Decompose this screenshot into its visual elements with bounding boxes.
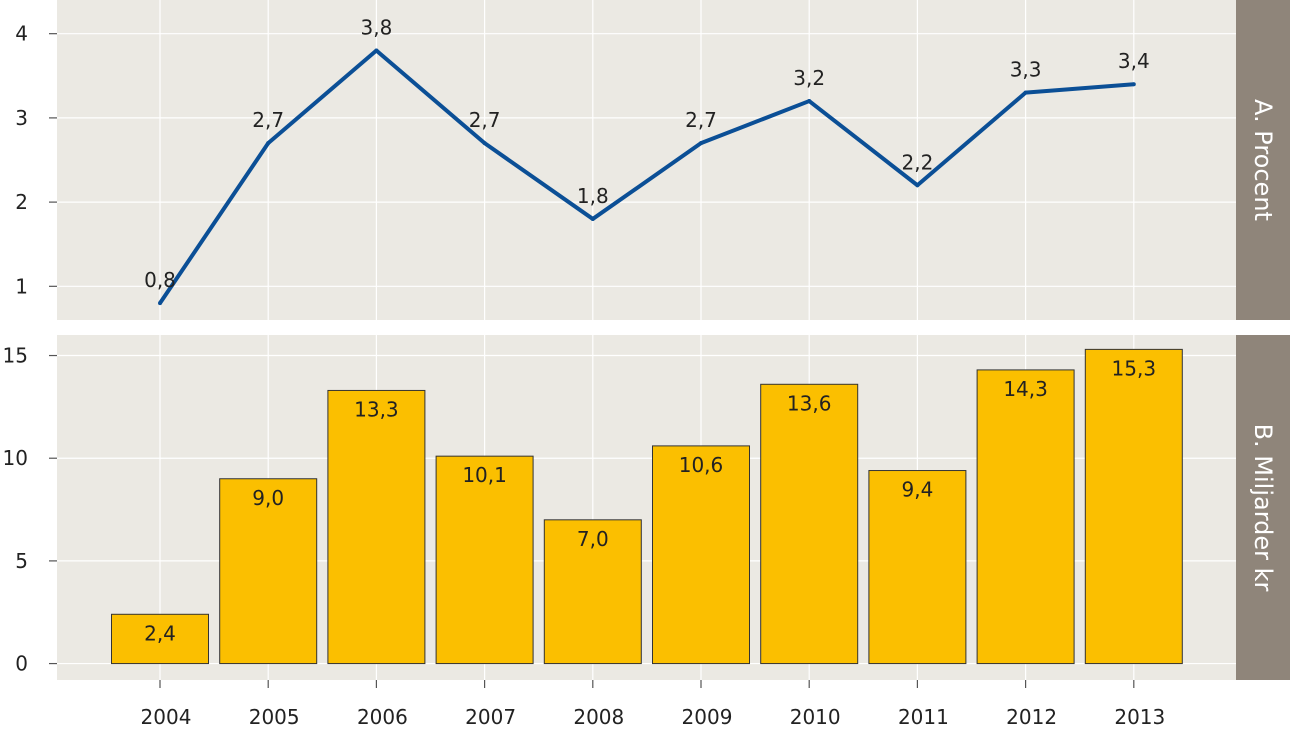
bar-data-label: 13,6	[787, 391, 832, 415]
x-tick-label: 2012	[1006, 705, 1057, 729]
panel-b-ytick-label: 5	[15, 549, 28, 573]
x-tick-label: 2013	[1114, 705, 1165, 729]
line-series	[158, 48, 1134, 305]
x-tick-label: 2004	[141, 705, 192, 729]
panel-a-strip-label: A. Procent	[1249, 99, 1277, 221]
x-tick-label: 2011	[898, 705, 949, 729]
line-point	[266, 141, 271, 146]
bar-data-label: 15,3	[1112, 356, 1157, 380]
line-point	[699, 141, 703, 146]
x-tick-label: 2005	[249, 705, 300, 729]
bar	[976, 369, 1075, 665]
panel-a-ytick-label: 3	[15, 106, 28, 130]
line-data-label: 3,3	[1010, 58, 1042, 82]
bar-data-label: 7,0	[577, 527, 609, 551]
line-data-label: 2,7	[469, 108, 501, 132]
bar	[868, 470, 967, 665]
line-point	[1131, 82, 1136, 87]
bar	[327, 389, 426, 665]
bar	[543, 519, 642, 665]
x-tick-label: 2006	[357, 705, 408, 729]
panel-b-strip	[1236, 335, 1290, 680]
line-data-label: 3,8	[360, 16, 392, 40]
line-data-label: 0,8	[144, 268, 176, 292]
line-point	[374, 48, 379, 53]
x-tick-label: 2008	[573, 705, 624, 729]
bar	[1084, 348, 1183, 665]
line-point	[158, 301, 162, 306]
line-data-label: 2,7	[252, 108, 284, 132]
line-point	[482, 141, 487, 146]
panel-a-ytick-label: 1	[15, 274, 28, 298]
bar-data-label: 9,4	[901, 478, 933, 502]
bar-data-label: 9,0	[252, 486, 284, 510]
bar	[760, 383, 859, 665]
bar-data-label: 10,1	[462, 463, 507, 487]
line-data-label: 3,2	[793, 66, 825, 90]
panel-b-ytick-label: 15	[3, 344, 28, 368]
line-data-label: 2,2	[901, 150, 933, 174]
line-point	[807, 99, 812, 104]
bar	[219, 478, 318, 665]
panel-a-ytick-label: 4	[15, 22, 28, 46]
panel-b-strip-label: B. Miljarder kr	[1249, 424, 1277, 592]
bar-data-label: 2,4	[144, 621, 176, 645]
line-data-label: 1,8	[577, 184, 609, 208]
line-point	[590, 216, 595, 221]
bar-data-label: 13,3	[354, 397, 399, 421]
x-tick-label: 2010	[790, 705, 841, 729]
bar-data-label: 14,3	[1003, 377, 1048, 401]
panel-a-strip	[1236, 0, 1290, 320]
x-tick-label: 2007	[465, 705, 516, 729]
line-data-label: 3,4	[1118, 49, 1150, 73]
bar	[652, 445, 750, 665]
bar	[435, 455, 534, 665]
line-point	[915, 183, 920, 188]
line-data-label: 2,7	[685, 108, 717, 132]
panel-b-ytick-label: 10	[3, 446, 28, 470]
x-tick-label: 2009	[682, 705, 733, 729]
line-point	[1023, 90, 1028, 95]
bar	[111, 613, 209, 665]
panel-a-background	[57, 0, 1236, 320]
bar-data-label: 10,6	[679, 453, 724, 477]
panel-a-ytick-label: 2	[15, 190, 28, 214]
panel-b-ytick-label: 0	[15, 652, 28, 676]
